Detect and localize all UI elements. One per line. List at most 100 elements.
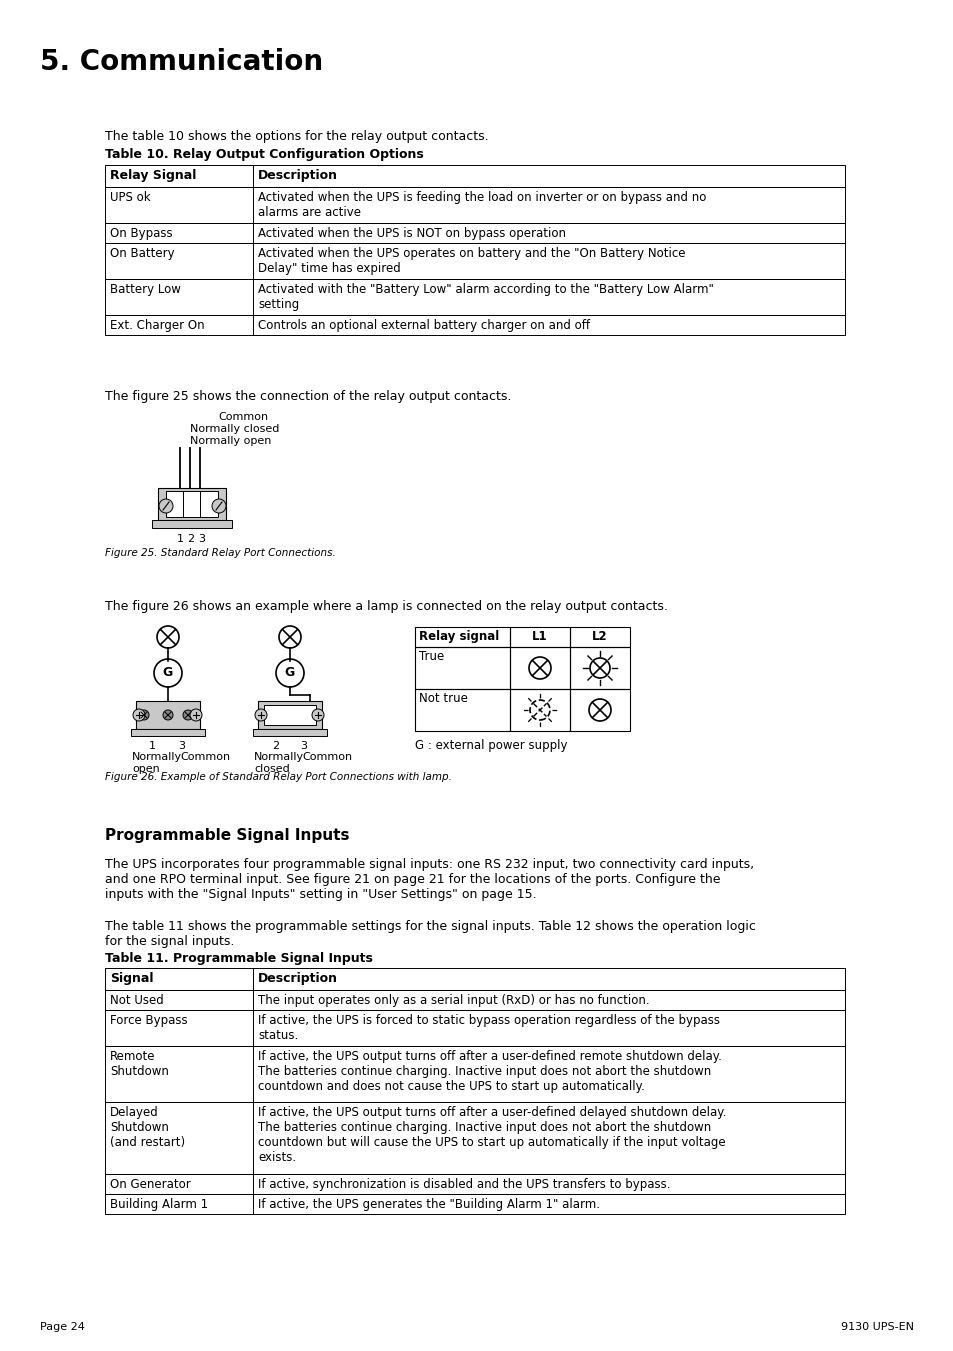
Bar (257, 701, 322, 730)
Bar (105, 969, 844, 990)
Text: Normally closed: Normally closed (190, 424, 279, 434)
Text: Ext. Charger On: Ext. Charger On (110, 319, 204, 332)
Text: 3: 3 (178, 740, 185, 751)
Text: Building Alarm 1: Building Alarm 1 (110, 1198, 208, 1210)
Text: Common: Common (180, 753, 230, 762)
Bar (569, 689, 629, 731)
Text: Activated when the UPS is feeding the load on inverter or on bypass and no
alarm: Activated when the UPS is feeding the lo… (257, 190, 705, 219)
Text: 3: 3 (300, 740, 307, 751)
Circle shape (163, 711, 172, 720)
Text: The table 11 shows the programmable settings for the signal inputs. Table 12 sho: The table 11 shows the programmable sett… (105, 920, 755, 948)
Text: Normally open: Normally open (190, 436, 271, 446)
Text: The figure 26 shows an example where a lamp is connected on the relay output con: The figure 26 shows an example where a l… (105, 600, 667, 613)
Text: Table 10. Relay Output Configuration Options: Table 10. Relay Output Configuration Opt… (105, 149, 423, 161)
Text: 5. Communication: 5. Communication (40, 49, 323, 76)
Circle shape (159, 499, 172, 513)
Text: On Battery: On Battery (110, 247, 174, 259)
Bar (152, 520, 232, 528)
Text: L2: L2 (592, 630, 607, 643)
Bar (105, 990, 844, 1011)
Text: Relay signal: Relay signal (418, 630, 498, 643)
Circle shape (153, 659, 182, 688)
Text: 1: 1 (176, 534, 183, 544)
Text: Relay Signal: Relay Signal (110, 169, 196, 182)
Bar (131, 730, 205, 736)
Circle shape (132, 709, 145, 721)
Text: G: G (163, 666, 172, 680)
Text: Activated when the UPS is NOT on bypass operation: Activated when the UPS is NOT on bypass … (257, 227, 565, 240)
Bar (166, 490, 218, 517)
Bar (105, 1194, 844, 1215)
Text: Battery Low: Battery Low (110, 282, 181, 296)
Text: G: G (285, 666, 294, 680)
Text: If active, the UPS output turns off after a user-defined remote shutdown delay.
: If active, the UPS output turns off afte… (257, 1050, 721, 1093)
Text: Activated with the "Battery Low" alarm according to the "Battery Low Alarm"
sett: Activated with the "Battery Low" alarm a… (257, 282, 713, 311)
Bar (136, 701, 200, 730)
Text: Table 11. Programmable Signal Inputs: Table 11. Programmable Signal Inputs (105, 952, 373, 965)
Text: If active, the UPS output turns off after a user-defined delayed shutdown delay.: If active, the UPS output turns off afte… (257, 1106, 725, 1165)
Circle shape (275, 659, 304, 688)
Bar (105, 186, 844, 223)
Circle shape (139, 711, 149, 720)
Text: 3: 3 (198, 534, 205, 544)
Text: Signal: Signal (110, 971, 153, 985)
Text: Activated when the UPS operates on battery and the "On Battery Notice
Delay" tim: Activated when the UPS operates on batte… (257, 247, 685, 276)
Text: G : external power supply: G : external power supply (415, 739, 567, 753)
Bar (264, 705, 315, 725)
Circle shape (254, 709, 267, 721)
Circle shape (190, 709, 202, 721)
Circle shape (183, 711, 193, 720)
Bar (105, 1046, 844, 1102)
Text: Figure 26. Example of Standard Relay Port Connections with lamp.: Figure 26. Example of Standard Relay Por… (105, 771, 452, 782)
Text: On Bypass: On Bypass (110, 227, 172, 240)
Text: Normally
closed: Normally closed (253, 753, 304, 774)
Circle shape (312, 709, 324, 721)
Bar (415, 627, 510, 647)
Bar (253, 730, 327, 736)
Bar (569, 627, 629, 647)
Bar (415, 689, 510, 731)
Text: 1: 1 (149, 740, 155, 751)
Text: The UPS incorporates four programmable signal inputs: one RS 232 input, two conn: The UPS incorporates four programmable s… (105, 858, 753, 901)
Text: If active, the UPS generates the "Building Alarm 1" alarm.: If active, the UPS generates the "Buildi… (257, 1198, 599, 1210)
Bar (105, 315, 844, 335)
Bar (105, 280, 844, 315)
Text: Delayed
Shutdown
(and restart): Delayed Shutdown (and restart) (110, 1106, 185, 1148)
Text: L1: L1 (532, 630, 547, 643)
Text: On Generator: On Generator (110, 1178, 191, 1192)
Text: Remote
Shutdown: Remote Shutdown (110, 1050, 169, 1078)
Text: Programmable Signal Inputs: Programmable Signal Inputs (105, 828, 349, 843)
Text: Not Used: Not Used (110, 994, 164, 1006)
Text: Description: Description (257, 971, 337, 985)
Text: True: True (418, 650, 444, 663)
Text: If active, synchronization is disabled and the UPS transfers to bypass.: If active, synchronization is disabled a… (257, 1178, 670, 1192)
Text: Force Bypass: Force Bypass (110, 1015, 188, 1027)
Bar (105, 1102, 844, 1174)
Text: The table 10 shows the options for the relay output contacts.: The table 10 shows the options for the r… (105, 130, 488, 143)
Text: Not true: Not true (418, 692, 467, 705)
Bar (158, 488, 226, 520)
Bar (105, 1174, 844, 1194)
Bar (105, 223, 844, 243)
Text: Common: Common (218, 412, 268, 422)
Bar (510, 689, 569, 731)
Circle shape (212, 499, 226, 513)
Text: 2: 2 (273, 740, 279, 751)
Bar (105, 165, 844, 186)
Text: Page 24: Page 24 (40, 1323, 85, 1332)
Bar (569, 647, 629, 689)
Bar (105, 1011, 844, 1046)
Text: Figure 25. Standard Relay Port Connections.: Figure 25. Standard Relay Port Connectio… (105, 549, 335, 558)
Text: 2: 2 (187, 534, 194, 544)
Text: The input operates only as a serial input (RxD) or has no function.: The input operates only as a serial inpu… (257, 994, 649, 1006)
Text: UPS ok: UPS ok (110, 190, 151, 204)
Text: Normally
open: Normally open (132, 753, 182, 774)
Bar (510, 647, 569, 689)
Bar (510, 627, 569, 647)
Text: If active, the UPS is forced to static bypass operation regardless of the bypass: If active, the UPS is forced to static b… (257, 1015, 720, 1042)
Text: Description: Description (257, 169, 337, 182)
Bar (105, 243, 844, 280)
Text: Common: Common (302, 753, 352, 762)
Text: The figure 25 shows the connection of the relay output contacts.: The figure 25 shows the connection of th… (105, 390, 511, 403)
Bar (415, 647, 510, 689)
